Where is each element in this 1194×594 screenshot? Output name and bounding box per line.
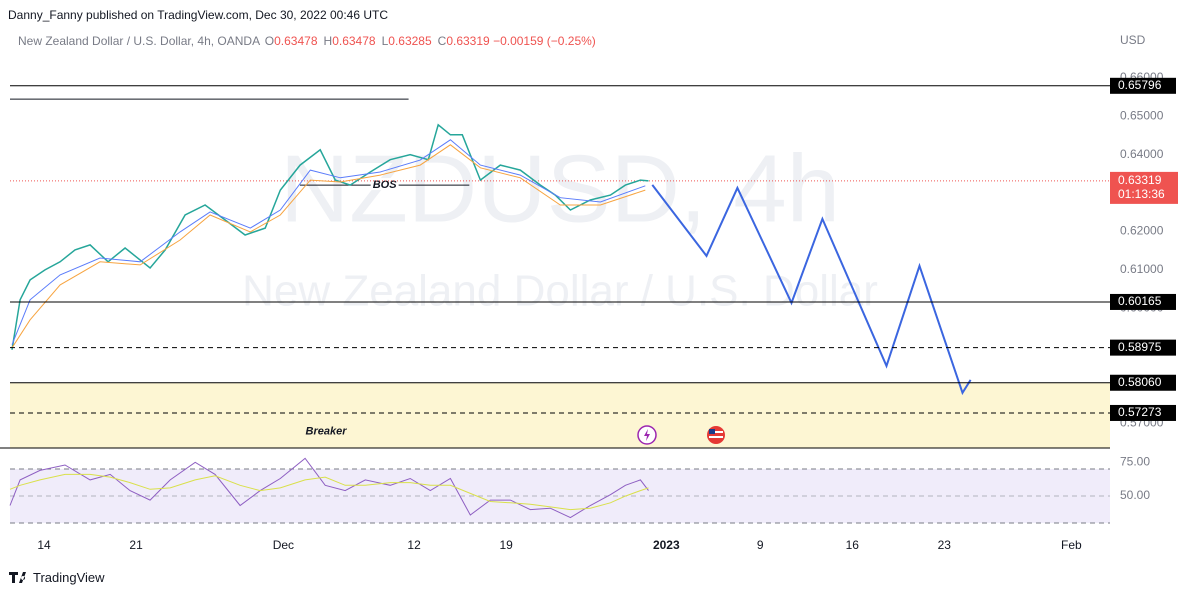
level-label: 0.57273 <box>1118 405 1162 419</box>
y-tick-label: 0.62000 <box>1120 224 1164 238</box>
symbol-legend: New Zealand Dollar / U.S. Dollar, 4h, OA… <box>18 34 596 48</box>
x-tick-label: 12 <box>407 538 421 552</box>
x-tick-label: Feb <box>1061 538 1082 552</box>
publisher-line: Danny_Fanny published on TradingView.com… <box>8 8 389 22</box>
x-tick-label: 21 <box>129 538 143 552</box>
y-tick-label: 75.00 <box>1120 454 1150 468</box>
last-price-label: 0.63319 <box>1118 173 1162 187</box>
series-line <box>11 139 646 345</box>
ohlc-key: L <box>381 34 389 48</box>
ohlc-value: 0.63285 <box>388 34 432 48</box>
ohlc-key: O <box>264 34 275 48</box>
ohlc: O0.63478 H0.63478 L0.63285 C0.63319 <box>263 34 490 48</box>
line-label: BOS <box>373 179 398 191</box>
brand: TradingView <box>33 570 105 585</box>
ohlc-value: 0.63478 <box>332 34 376 48</box>
level-box <box>1110 404 1176 421</box>
event-icon <box>637 425 657 445</box>
ohlc-value: 0.63478 <box>274 34 318 48</box>
y-tick-label: 0.65000 <box>1120 109 1164 123</box>
x-tick-label: 9 <box>757 538 764 552</box>
series-line <box>11 144 646 349</box>
breaker-zone <box>10 382 1110 448</box>
x-tick-label: 16 <box>846 538 860 552</box>
ohlc-key: C <box>437 34 447 48</box>
change: −0.00159 (−0.25%) <box>493 34 596 48</box>
x-tick-label: 19 <box>499 538 513 552</box>
level-box <box>1110 374 1176 391</box>
symbol-title: New Zealand Dollar / U.S. Dollar, 4h, OA… <box>18 34 260 48</box>
logo <box>9 572 26 583</box>
ohlc-value: 0.63319 <box>446 34 490 48</box>
series-line <box>9 457 649 519</box>
level-label: 0.58975 <box>1118 340 1162 354</box>
currency-label: USD <box>1120 33 1146 47</box>
series-line <box>9 473 649 511</box>
level-label: 0.65796 <box>1118 78 1162 92</box>
level-box <box>1110 77 1176 94</box>
y-tick-label: 50.00 <box>1120 488 1150 502</box>
y-tick-label: 0.61000 <box>1120 262 1164 276</box>
last-price-box <box>1110 171 1178 204</box>
level-label: 0.58060 <box>1118 375 1162 389</box>
event-icon <box>707 426 725 444</box>
series-line <box>651 184 972 396</box>
watermark-subtitle: New Zealand Dollar / U.S. Dollar <box>242 267 878 316</box>
footer-brand: TradingView <box>9 570 105 585</box>
countdown: 01:13:36 <box>1118 187 1165 201</box>
zone-label: Breaker <box>306 426 348 438</box>
level-box <box>1110 339 1176 356</box>
x-tick-label: 14 <box>37 538 51 552</box>
y-tick-label: 0.64000 <box>1120 147 1164 161</box>
level-box <box>1110 293 1176 310</box>
x-tick-label: Dec <box>273 538 294 552</box>
x-tick-label: 23 <box>938 538 952 552</box>
background-layer <box>10 382 1110 524</box>
ohlc-key: H <box>323 34 333 48</box>
x-tick-label: 2023 <box>653 538 680 552</box>
level-label: 0.60165 <box>1118 294 1162 308</box>
